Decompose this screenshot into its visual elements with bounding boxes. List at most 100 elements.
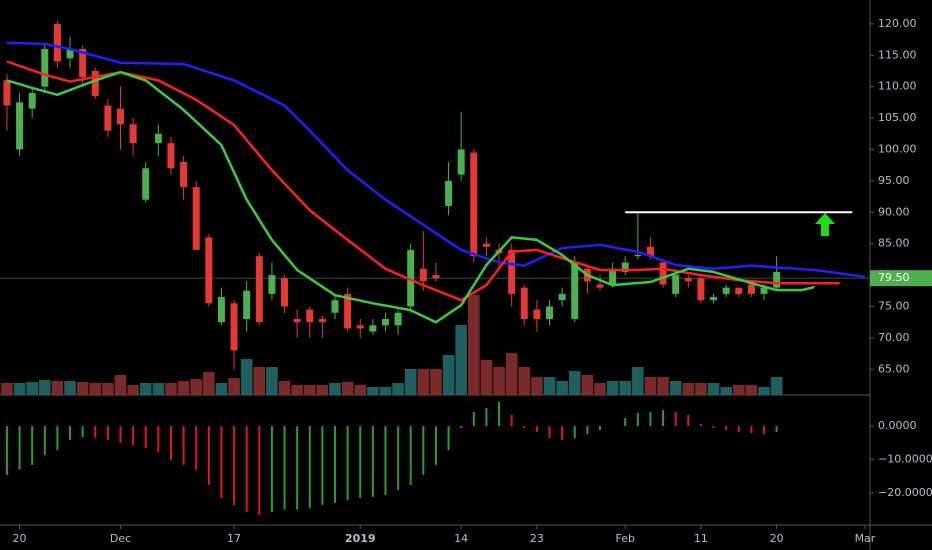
candle-body bbox=[773, 271, 781, 288]
candle-body bbox=[318, 319, 326, 323]
candle-body bbox=[621, 262, 629, 272]
candle-body bbox=[217, 297, 225, 323]
oscillator-bar bbox=[586, 426, 589, 435]
candle-body bbox=[205, 237, 213, 304]
oscillator-bar bbox=[346, 426, 349, 500]
oscillator-bar bbox=[447, 426, 450, 451]
volume-bar bbox=[682, 383, 695, 395]
x-tick-label: 20 bbox=[770, 532, 784, 545]
volume-bar bbox=[518, 367, 531, 395]
candle-body bbox=[407, 249, 415, 307]
volume-bar bbox=[467, 295, 480, 395]
candle-body bbox=[79, 48, 87, 78]
oscillator-bar bbox=[498, 402, 501, 427]
osc-y-tick-label: −20.0000 bbox=[878, 486, 932, 499]
y-tick-label: 65.00 bbox=[878, 362, 910, 375]
candle-body bbox=[255, 256, 263, 323]
oscillator-bar bbox=[699, 424, 702, 427]
oscillator-bar bbox=[561, 426, 564, 441]
oscillator-bar bbox=[233, 426, 236, 505]
candle-body bbox=[41, 48, 49, 87]
volume-bar bbox=[619, 381, 632, 395]
candle-body bbox=[16, 102, 24, 150]
candle-body bbox=[369, 325, 377, 332]
candle-body bbox=[508, 249, 516, 294]
volume-bar bbox=[594, 383, 606, 395]
oscillator-bar bbox=[422, 426, 425, 475]
y-tick-label: 85.00 bbox=[878, 237, 910, 250]
candle-body bbox=[117, 108, 125, 125]
candle-body bbox=[154, 133, 162, 144]
volume-bar bbox=[379, 387, 392, 395]
candle-body bbox=[344, 293, 352, 329]
moving-average-line bbox=[6, 41, 866, 279]
volume-bar bbox=[531, 377, 543, 395]
candle-body bbox=[142, 168, 150, 200]
oscillator-bar bbox=[144, 426, 147, 449]
candle-body bbox=[91, 70, 99, 97]
volume-bar bbox=[657, 377, 669, 395]
volume-bar bbox=[758, 387, 770, 395]
volume-bar bbox=[215, 383, 228, 395]
volume-bar bbox=[291, 385, 303, 395]
candle-body bbox=[697, 278, 705, 301]
oscillator-bar bbox=[662, 410, 665, 427]
oscillator-bar bbox=[510, 415, 513, 427]
candle-body bbox=[710, 297, 718, 301]
volume-bar bbox=[367, 387, 379, 395]
up-arrow bbox=[815, 213, 835, 236]
candle-body bbox=[281, 278, 289, 307]
x-tick-label: 17 bbox=[227, 532, 241, 545]
candle-body bbox=[293, 319, 301, 323]
osc-y-tick-label: 0.0000 bbox=[878, 419, 917, 432]
candle-body bbox=[419, 268, 427, 282]
oscillator-bar bbox=[737, 426, 740, 433]
candle-body bbox=[659, 262, 667, 285]
candle-body bbox=[457, 149, 465, 175]
candle-body bbox=[596, 284, 604, 288]
x-tick-label: 23 bbox=[530, 532, 544, 545]
oscillator-bar bbox=[775, 426, 778, 433]
volume-bar bbox=[177, 381, 190, 395]
volume-bar bbox=[430, 369, 442, 395]
candle-body bbox=[735, 287, 743, 294]
x-tick-label: Dec bbox=[110, 532, 131, 545]
candle-body bbox=[609, 268, 617, 285]
oscillator-bar bbox=[485, 408, 488, 427]
candle-body bbox=[331, 300, 339, 313]
oscillator-bar bbox=[43, 426, 46, 456]
candle-body bbox=[445, 180, 453, 206]
y-tick-label: 90.00 bbox=[878, 205, 910, 218]
volume-bar bbox=[581, 375, 594, 395]
volume-bar bbox=[392, 383, 404, 395]
volume-bar bbox=[102, 383, 114, 395]
oscillator-bar bbox=[245, 426, 248, 512]
candle-body bbox=[722, 287, 730, 294]
y-tick-label: 110.00 bbox=[878, 80, 917, 93]
oscillator-bar bbox=[169, 426, 172, 460]
y-tick-label: 75.00 bbox=[878, 299, 910, 312]
oscillator-bar bbox=[649, 412, 652, 427]
oscillator-bar bbox=[359, 426, 362, 498]
y-tick-label: 100.00 bbox=[878, 142, 917, 155]
volume-bar bbox=[228, 378, 240, 395]
oscillator-bar bbox=[687, 415, 690, 427]
volume-bar bbox=[253, 367, 266, 395]
volume-bar bbox=[493, 367, 505, 395]
candle-body bbox=[533, 309, 541, 320]
oscillator-bar bbox=[132, 426, 135, 446]
volume-bar bbox=[329, 383, 341, 395]
oscillator-bar bbox=[636, 413, 639, 427]
volume-bar bbox=[76, 382, 89, 395]
candle-body bbox=[394, 312, 402, 326]
oscillator-bar bbox=[18, 426, 21, 470]
candle-body bbox=[243, 290, 251, 320]
x-tick-label: 20 bbox=[13, 532, 27, 545]
volume-bar bbox=[341, 382, 354, 395]
oscillator-bar bbox=[548, 426, 551, 439]
volume-bar bbox=[127, 385, 139, 395]
candle-body bbox=[180, 162, 188, 188]
oscillator-bar bbox=[334, 426, 337, 503]
